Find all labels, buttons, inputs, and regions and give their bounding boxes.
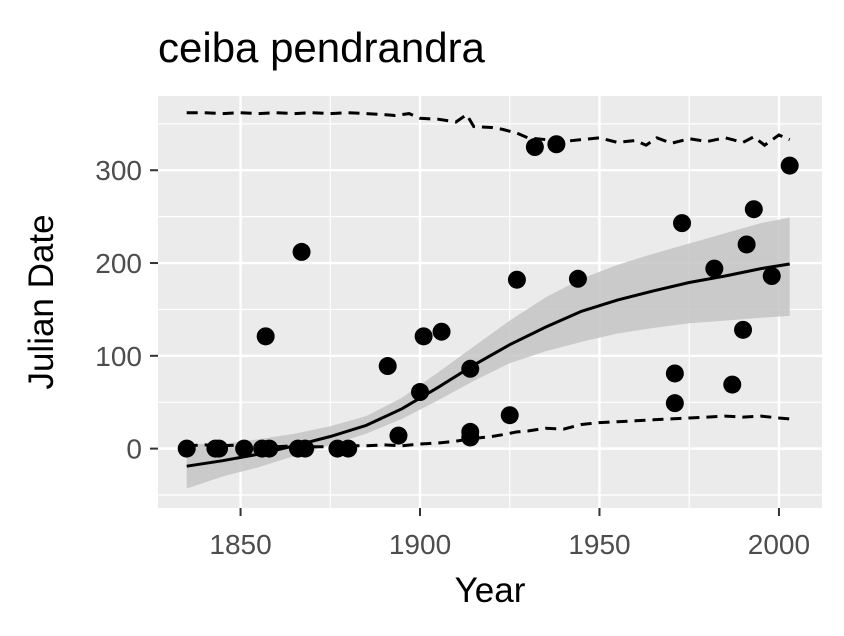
data-point <box>461 359 480 378</box>
data-point <box>665 394 684 413</box>
data-point <box>568 269 587 288</box>
y-tick-label: 100 <box>95 341 142 372</box>
x-tick-label: 2000 <box>748 529 810 560</box>
x-tick-label: 1850 <box>209 529 271 560</box>
data-point <box>378 357 397 376</box>
data-point <box>260 439 279 458</box>
data-point <box>547 135 566 154</box>
y-axis-title: Julian Date <box>22 214 61 389</box>
data-point <box>737 235 756 254</box>
data-point <box>705 259 724 278</box>
data-point <box>235 439 254 458</box>
data-point <box>339 439 358 458</box>
data-point <box>734 320 753 339</box>
data-point <box>762 267 781 286</box>
data-point <box>389 426 408 445</box>
data-point <box>414 327 433 346</box>
y-tick-label: 0 <box>126 434 142 465</box>
data-point <box>256 327 275 346</box>
upper-bound-line <box>186 111 791 148</box>
data-point <box>210 439 229 458</box>
x-tick-label: 1900 <box>389 529 451 560</box>
x-tick-label: 1950 <box>568 529 630 560</box>
chart-title: ceiba pendrandra <box>158 24 486 71</box>
data-point <box>723 375 742 394</box>
data-point <box>411 383 430 402</box>
data-point <box>780 156 799 175</box>
x-axis: 1850 1900 1950 2000 <box>209 508 810 560</box>
y-axis: 0 100 200 300 <box>95 155 158 465</box>
confidence-ribbon <box>186 217 790 489</box>
data-point <box>461 428 480 447</box>
data-point <box>507 270 526 289</box>
data-point <box>525 138 544 157</box>
y-tick-label: 200 <box>95 248 142 279</box>
data-point <box>432 322 451 341</box>
data-point <box>500 406 519 425</box>
data-points <box>177 135 799 458</box>
data-point <box>296 439 315 458</box>
data-point <box>673 214 692 233</box>
data-point <box>744 200 763 219</box>
y-tick-label: 300 <box>95 155 142 186</box>
data-point <box>177 439 196 458</box>
data-point <box>292 242 311 261</box>
x-axis-title: Year <box>455 571 526 610</box>
data-point <box>665 364 684 383</box>
fit-line <box>186 262 790 468</box>
lower-bound-line <box>186 414 790 449</box>
